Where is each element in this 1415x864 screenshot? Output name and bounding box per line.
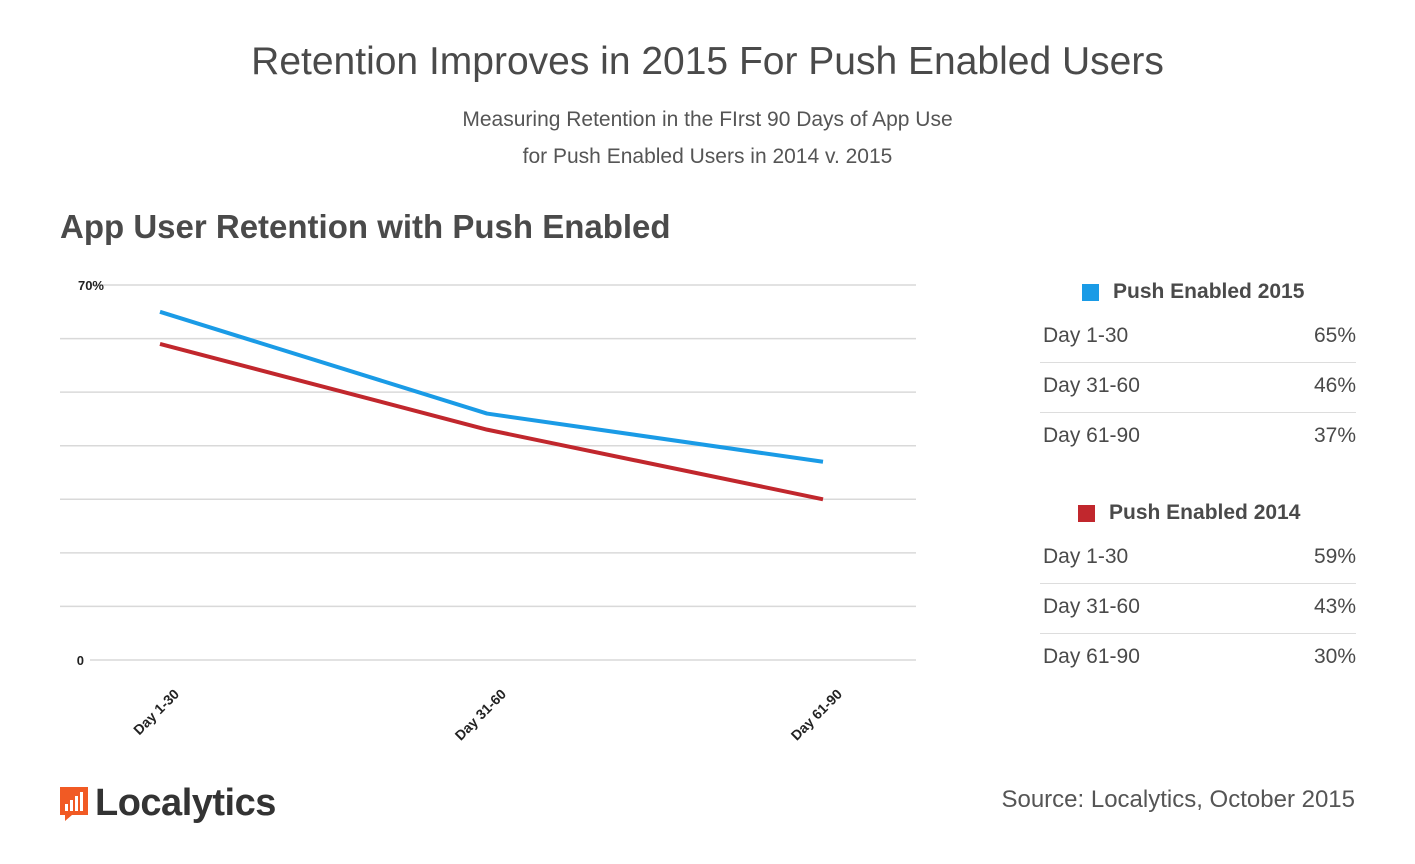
row-value: 46% — [1313, 374, 1356, 397]
table-row: Day 61-90 30% — [1040, 634, 1356, 683]
subtitle-line-1: Measuring Retention in the FIrst 90 Days… — [462, 108, 953, 131]
table-row: Day 1-30 59% — [1040, 534, 1356, 584]
x-tick-label: Day 31-60 — [452, 686, 510, 744]
row-value: 65% — [1313, 324, 1356, 347]
localytics-logo: Localytics — [60, 782, 276, 825]
legend-swatch-2015 — [1082, 283, 1099, 301]
row-label: Day 31-60 — [1043, 374, 1140, 397]
row-label: Day 1-30 — [1043, 324, 1129, 347]
subtitle-line-2: for Push Enabled Users in 2014 v. 2015 — [522, 145, 893, 168]
series-line — [159, 309, 824, 464]
legend-label-2014: Push Enabled 2014 — [1109, 501, 1301, 524]
legend-header-2014: Push Enabled 2014 — [1040, 492, 1356, 534]
table-row: Day 31-60 46% — [1040, 363, 1356, 413]
line-chart: 0 70% Day 1-30 Day 31-60 Day 61-90 — [60, 278, 916, 744]
legend-table-2014: Push Enabled 2014 Day 1-30 59% Day 31-60… — [1040, 492, 1356, 683]
row-label: Day 61-90 — [1043, 424, 1140, 447]
row-label: Day 1-30 — [1043, 545, 1129, 568]
row-label: Day 31-60 — [1043, 595, 1140, 618]
localytics-logo-icon — [60, 786, 88, 821]
y-tick-label: 0 — [77, 653, 84, 668]
table-row: Day 1-30 65% — [1040, 313, 1356, 363]
legend-table-2015: Push Enabled 2015 Day 1-30 65% Day 31-60… — [1040, 271, 1356, 462]
row-value: 43% — [1313, 595, 1356, 618]
legend-header-2015: Push Enabled 2015 — [1040, 271, 1356, 313]
legend-label-2015: Push Enabled 2015 — [1113, 280, 1305, 303]
source-note: Source: Localytics, October 2015 — [1001, 786, 1355, 813]
x-tick-label: Day 1-30 — [130, 686, 182, 738]
table-row: Day 61-90 37% — [1040, 413, 1356, 462]
row-value: 59% — [1313, 545, 1356, 568]
page-title: Retention Improves in 2015 For Push Enab… — [251, 40, 1164, 83]
y-tick-label: 70% — [78, 278, 104, 293]
row-label: Day 61-90 — [1043, 645, 1140, 668]
row-value: 30% — [1313, 645, 1356, 668]
table-row: Day 31-60 43% — [1040, 584, 1356, 634]
x-tick-label: Day 61-90 — [788, 686, 846, 744]
row-value: 37% — [1313, 424, 1356, 447]
legend-swatch-2014 — [1078, 504, 1095, 522]
series-line — [159, 341, 824, 502]
chart-title: App User Retention with Push Enabled — [60, 208, 671, 245]
logo-text: Localytics — [95, 782, 276, 824]
